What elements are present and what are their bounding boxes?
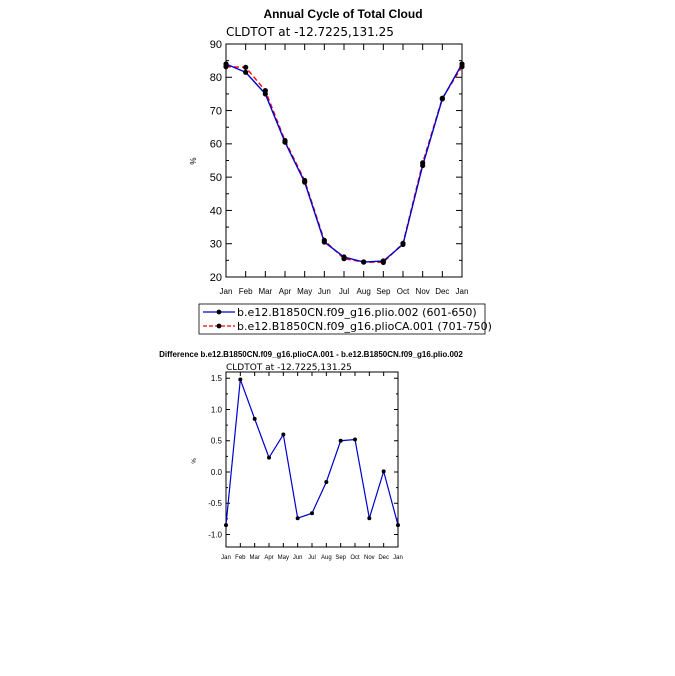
x-tick-label: May xyxy=(278,555,289,561)
chart2-title: Difference b.e12.B1850CN.f09_g16.plioCA.… xyxy=(159,350,463,359)
x-tick-label: Oct xyxy=(350,555,360,561)
annual-cycle-chart: Annual Cycle of Total Cloud CLDTOT at -1… xyxy=(189,7,492,335)
series-0-point xyxy=(295,516,300,521)
x-tick-label: Dec xyxy=(435,287,449,296)
y-tick-label: 20 xyxy=(210,272,222,284)
series-0-point xyxy=(420,162,426,169)
series-0-point xyxy=(281,432,286,437)
chart2-subtitle: CLDTOT at -12.7225,131.25 xyxy=(226,363,352,373)
series-0-point xyxy=(341,254,347,260)
x-tick-label: Feb xyxy=(239,287,253,296)
y-tick-label: 1.5 xyxy=(211,374,223,383)
x-tick-label: Jan xyxy=(456,287,469,296)
series-0-point xyxy=(396,523,400,528)
series-0-point xyxy=(282,139,288,145)
x-tick-label: Jun xyxy=(318,287,331,296)
y-tick-label: 90 xyxy=(210,39,222,51)
chart2-ylabel: % xyxy=(192,458,198,464)
x-tick-label: Jan xyxy=(221,555,231,561)
y-tick-label: 0.5 xyxy=(211,437,223,446)
series-0-point xyxy=(243,69,249,75)
series-0-point xyxy=(338,438,343,443)
legend-marker-plio002 xyxy=(216,309,222,315)
series-0-point xyxy=(381,469,386,474)
x-tick-label: Sep xyxy=(376,287,391,296)
series-0-point xyxy=(324,480,329,484)
y-tick-label: 60 xyxy=(210,139,222,151)
x-tick-label: Oct xyxy=(397,287,410,296)
x-tick-label: Sep xyxy=(335,555,346,561)
x-tick-label: Apr xyxy=(264,555,273,561)
y-tick-label: 40 xyxy=(210,205,222,217)
series-1-point xyxy=(243,64,249,70)
x-tick-label: May xyxy=(297,287,312,296)
x-tick-label: Jun xyxy=(293,555,303,561)
chart1-subtitle: CLDTOT at -12.7225,131.25 xyxy=(226,25,394,39)
series-0-point xyxy=(267,455,271,460)
series-0-point xyxy=(353,437,357,442)
x-tick-label: Jan xyxy=(220,287,233,296)
y-tick-label: 0.0 xyxy=(211,468,223,477)
difference-chart: Difference b.e12.B1850CN.f09_g16.plioCA.… xyxy=(159,350,463,561)
series-0-point xyxy=(361,259,367,265)
y-tick-label: 50 xyxy=(210,172,222,184)
x-tick-label: Jul xyxy=(339,287,349,296)
series-0-point xyxy=(223,61,229,67)
series-0-point xyxy=(262,91,268,97)
x-tick-label: Mar xyxy=(249,555,259,561)
x-tick-label: Aug xyxy=(357,287,371,296)
chart1-title: Annual Cycle of Total Cloud xyxy=(263,7,422,21)
y-tick-label: 80 xyxy=(210,72,222,84)
series-0-point xyxy=(321,239,327,245)
x-tick-label: Aug xyxy=(321,555,332,561)
x-tick-label: Jan xyxy=(393,555,403,561)
x-tick-label: Nov xyxy=(364,555,375,561)
x-tick-label: Apr xyxy=(279,287,292,296)
series-0-point xyxy=(310,511,314,516)
legend-marker-plioca001 xyxy=(216,323,222,329)
x-tick-label: Feb xyxy=(235,555,246,561)
x-tick-label: Nov xyxy=(416,287,430,296)
legend-label-plioca001: b.e12.B1850CN.f09_g16.plioCA.001 (701-75… xyxy=(237,320,492,333)
x-tick-label: Dec xyxy=(378,555,389,561)
series-0-point xyxy=(238,377,243,382)
series-0-point xyxy=(400,241,406,247)
series-0-point xyxy=(380,258,386,264)
chart1-ylabel: % xyxy=(189,157,198,164)
x-tick-label: Mar xyxy=(258,287,272,296)
series-0-point xyxy=(302,179,308,185)
y-tick-label: -1.0 xyxy=(208,530,222,539)
chart1-legend-box xyxy=(198,303,486,335)
y-tick-label: 70 xyxy=(210,105,222,117)
series-0-point xyxy=(439,96,445,102)
x-tick-label: Jul xyxy=(308,555,316,561)
y-tick-label: 1.0 xyxy=(211,405,223,414)
series-0-point xyxy=(459,61,465,67)
series-0-point xyxy=(367,516,372,521)
series-0-point xyxy=(224,523,228,528)
y-tick-label: -0.5 xyxy=(208,499,222,508)
series-0-point xyxy=(252,416,257,421)
legend-label-plio002: b.e12.B1850CN.f09_g16.plio.002 (601-650) xyxy=(237,306,477,319)
y-tick-label: 30 xyxy=(210,239,222,251)
chart1-legend: b.e12.B1850CN.f09_g16.plio.002 (601-650)… xyxy=(198,303,492,335)
